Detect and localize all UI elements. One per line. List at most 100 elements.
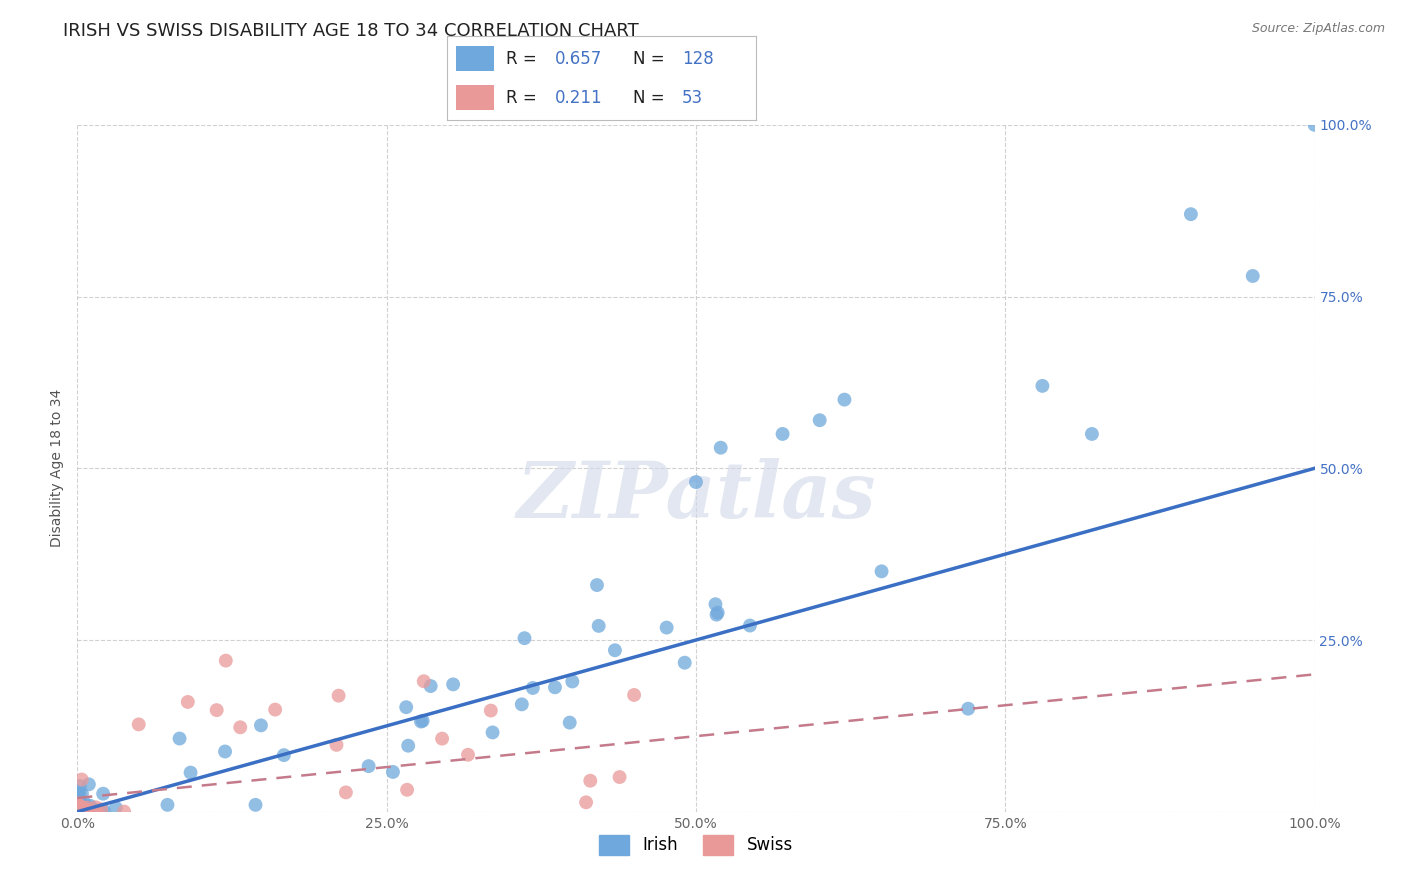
Point: [69, 801, 91, 815]
Point: [73, 805, 96, 819]
Point: [685, 475, 707, 489]
Point: [70, 803, 93, 817]
Point: [67, 804, 90, 818]
Point: [70, 772, 93, 787]
Point: [250, 718, 273, 732]
Text: N =: N =: [633, 88, 664, 106]
Point: [1180, 207, 1202, 221]
Point: [1081, 426, 1104, 441]
Point: [69, 779, 91, 793]
Point: [588, 619, 610, 633]
Point: [396, 782, 419, 797]
Point: [75, 805, 97, 819]
Point: [91, 804, 114, 818]
Point: [69, 802, 91, 816]
Point: [87, 805, 110, 819]
Point: [457, 747, 479, 762]
Point: [67, 790, 90, 805]
Point: [66, 804, 89, 818]
Point: [66, 804, 89, 818]
Point: [205, 703, 228, 717]
Point: [70, 804, 93, 818]
Point: [335, 785, 357, 799]
Point: [77, 804, 100, 818]
Point: [104, 801, 127, 815]
Point: [328, 689, 350, 703]
Text: Source: ZipAtlas.com: Source: ZipAtlas.com: [1251, 22, 1385, 36]
Point: [67, 802, 90, 816]
Point: [66, 804, 89, 818]
Point: [66, 800, 89, 814]
Text: ZIPatlas: ZIPatlas: [516, 458, 876, 534]
Point: [706, 607, 728, 622]
Point: [67, 802, 90, 816]
Point: [76, 800, 98, 814]
Point: [66, 798, 89, 813]
Point: [67, 801, 90, 815]
Point: [66, 800, 89, 814]
Point: [72, 801, 94, 815]
Point: [67, 802, 90, 816]
Point: [67, 805, 90, 819]
Point: [419, 679, 441, 693]
Y-axis label: Disability Age 18 to 34: Disability Age 18 to 34: [51, 389, 65, 548]
Point: [69, 802, 91, 816]
Point: [395, 700, 418, 714]
Point: [575, 795, 598, 809]
Point: [180, 765, 202, 780]
Point: [77, 805, 100, 819]
Point: [396, 739, 419, 753]
Point: [67, 804, 90, 818]
Point: [77, 777, 100, 791]
Point: [561, 674, 583, 689]
Point: [67, 805, 90, 819]
Point: [67, 803, 90, 817]
Point: [522, 681, 544, 695]
Point: [66, 804, 89, 818]
Point: [82, 805, 104, 819]
Point: [76, 805, 98, 819]
Point: [481, 725, 503, 739]
Point: [66, 792, 89, 806]
Point: [834, 392, 856, 407]
Point: [69, 804, 91, 818]
Point: [112, 805, 135, 819]
Point: [245, 797, 267, 812]
Point: [67, 804, 90, 818]
Point: [409, 714, 432, 729]
Point: [66, 805, 89, 819]
Point: [1031, 379, 1053, 393]
Point: [66, 805, 89, 819]
FancyBboxPatch shape: [457, 45, 494, 71]
Point: [579, 773, 602, 788]
Point: [77, 801, 100, 815]
Point: [66, 798, 89, 813]
Point: [70, 805, 93, 819]
Point: [69, 803, 91, 817]
Point: [67, 805, 90, 819]
Point: [704, 597, 727, 611]
Point: [66, 802, 89, 816]
Point: [79, 798, 101, 813]
Point: [67, 804, 90, 818]
Text: 128: 128: [682, 50, 714, 68]
Point: [215, 654, 238, 668]
Point: [66, 804, 89, 818]
Point: [264, 703, 287, 717]
Point: [69, 805, 91, 819]
Point: [69, 804, 91, 818]
Point: [513, 631, 536, 645]
Legend: Irish, Swiss: Irish, Swiss: [592, 828, 800, 862]
Point: [558, 715, 581, 730]
Point: [73, 796, 96, 810]
Point: [870, 565, 893, 579]
Point: [66, 803, 89, 817]
Point: [73, 804, 96, 818]
Point: [90, 802, 112, 816]
Point: [69, 799, 91, 814]
Point: [655, 621, 678, 635]
Point: [66, 800, 89, 814]
Point: [80, 801, 103, 815]
Point: [77, 803, 100, 817]
Point: [706, 606, 728, 620]
